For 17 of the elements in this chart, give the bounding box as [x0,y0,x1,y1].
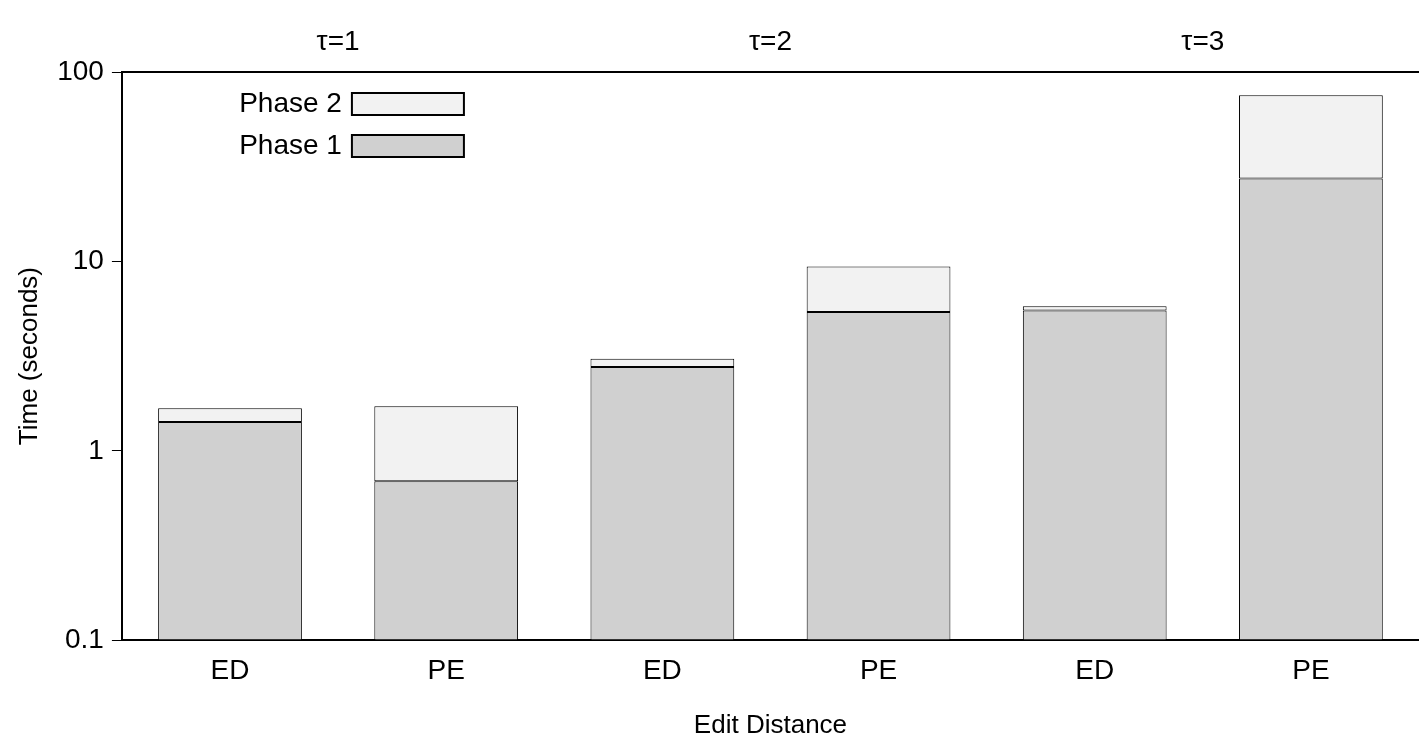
x-tick-label: PE [859,653,898,685]
x-tick-label: ED [210,653,250,685]
text: τ=3 [1181,24,1225,56]
legend-label: Phase 2 [239,86,342,118]
x-tick-label: PE [1292,653,1330,685]
y-tick-label: 100 [57,54,104,86]
x-axis-title: Edit Distance [693,708,848,739]
x-tick-label: ED [1075,653,1115,685]
text: τ=1 [316,24,360,56]
legend-label: Phase 1 [239,128,342,160]
x-tick-label: PE [427,653,465,685]
y-tick-label: 10 [72,244,104,276]
y-tick-label: 0.1 [64,622,104,654]
y-axis-title: Time (seconds) [12,267,43,446]
y-tick-label: 1 [88,433,104,465]
text: τ=2 [748,24,792,56]
x-tick-label: ED [642,653,682,685]
